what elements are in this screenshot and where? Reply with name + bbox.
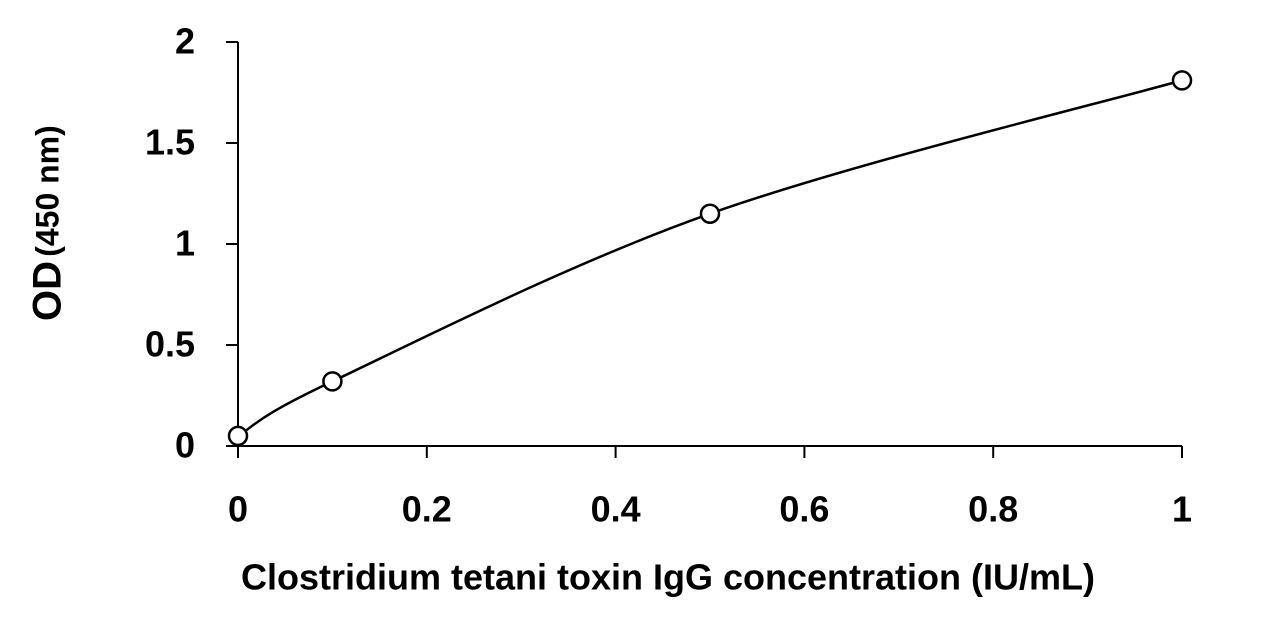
y-tick-label: 2 bbox=[175, 21, 195, 62]
y-axis-label-group: OD (450 nm) bbox=[26, 125, 70, 321]
data-point bbox=[699, 203, 721, 224]
data-point bbox=[1171, 70, 1193, 91]
y-axis-label: OD bbox=[26, 261, 70, 321]
y-tick-label: 1.5 bbox=[145, 122, 195, 163]
y-tick-label: 1 bbox=[175, 223, 195, 264]
x-tick-label: 1 bbox=[1172, 489, 1192, 530]
x-tick-label: 0.2 bbox=[402, 489, 452, 530]
fit-curve bbox=[237, 79, 1183, 437]
x-tick-label: 0 bbox=[228, 489, 248, 530]
x-tick-label: 0.6 bbox=[779, 489, 829, 530]
data-point bbox=[227, 425, 249, 447]
x-tick-label: 0.8 bbox=[968, 489, 1018, 530]
x-axis-label: Clostridium tetani toxin IgG concentrati… bbox=[241, 557, 1095, 598]
y-tick-label: 0 bbox=[175, 425, 195, 466]
data-point bbox=[322, 371, 343, 392]
x-tick-label: 0.4 bbox=[591, 489, 641, 530]
y-tick-label: 0.5 bbox=[145, 324, 195, 365]
y-axis-unit: (450 nm) bbox=[29, 125, 65, 257]
